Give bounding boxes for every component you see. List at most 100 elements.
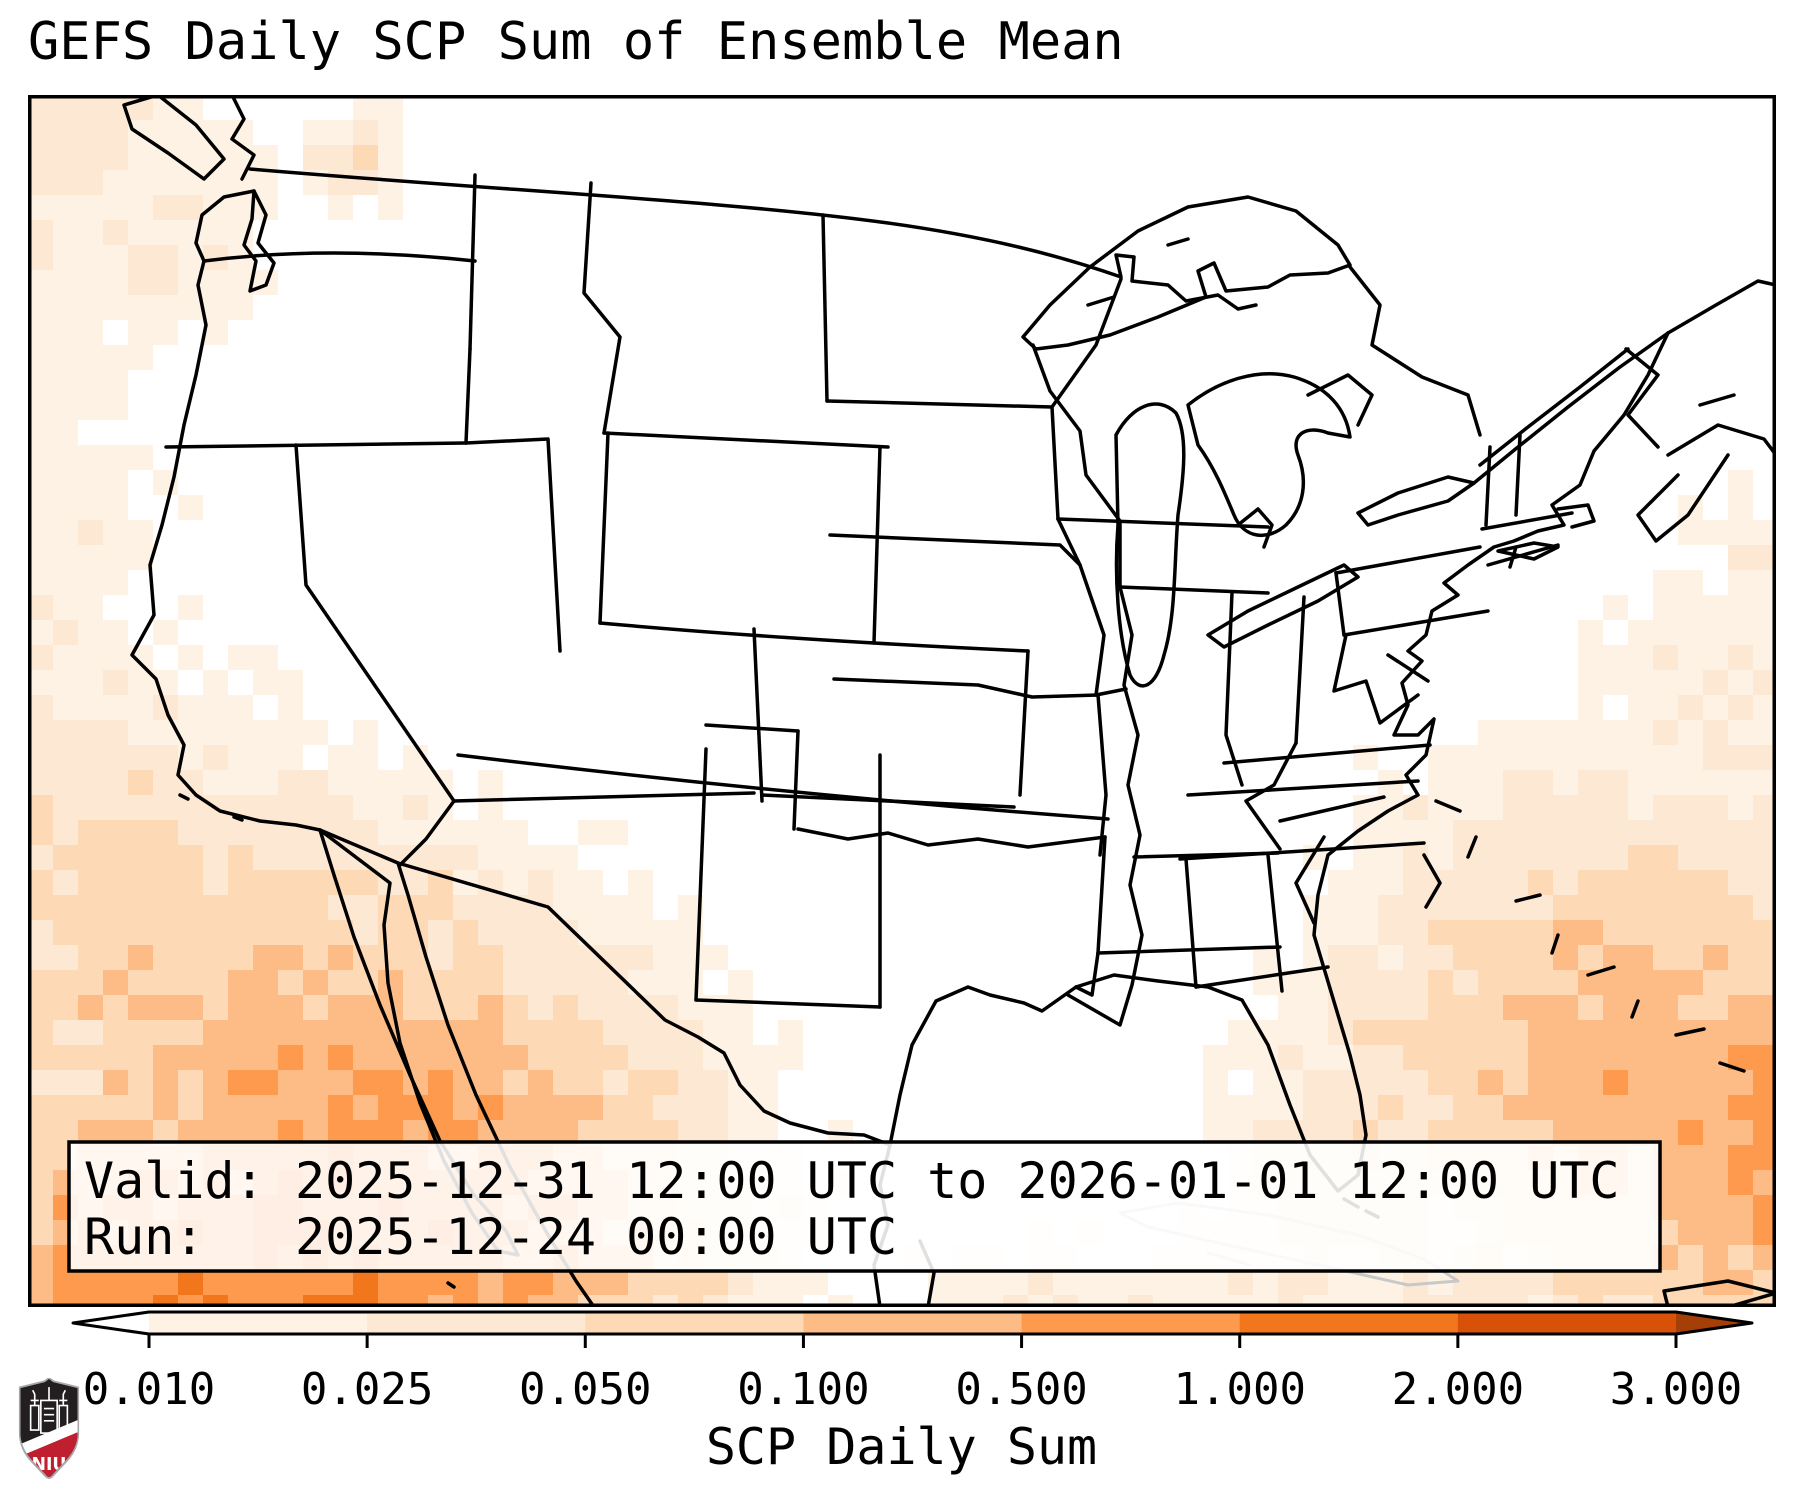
scp-cell [1753,795,1776,820]
scp-cell [1628,1070,1653,1095]
scp-cell [1428,970,1453,995]
scp-cell [78,695,103,720]
scp-cell [178,145,203,170]
scp-cell [128,820,153,845]
scp-cell [303,795,328,820]
scp-cell [253,1020,278,1045]
scp-cell [153,945,178,970]
scp-cell [153,170,178,195]
scp-cell [153,295,178,320]
scp-cell [253,995,278,1020]
scp-cell [1328,895,1353,920]
scp-cell [353,95,378,120]
scp-cell [1503,1095,1528,1120]
scp-cell [1378,995,1403,1020]
scp-cell [53,145,78,170]
scp-cell [1678,795,1703,820]
scp-cell [1428,1095,1453,1120]
scp-cell [553,970,578,995]
scp-cell [1678,520,1703,545]
scp-cell [1353,920,1378,945]
scp-cell [1678,1145,1703,1170]
scp-cell [128,745,153,770]
scp-cell [1678,770,1703,795]
scp-cell [53,445,78,470]
scp-cell [1478,845,1503,870]
scp-cell [103,995,128,1020]
scp-cell [53,870,78,895]
scp-cell [128,320,153,345]
scp-cell [1578,920,1603,945]
scp-cell [1503,920,1528,945]
scp-cell [78,970,103,995]
scp-cell [1753,1145,1776,1170]
scp-cell [103,1095,128,1120]
scp-cell [1653,820,1678,845]
scp-cell [628,1270,653,1295]
scp-cell [553,1045,578,1070]
scp-cell [1753,970,1776,995]
scp-cell [128,170,153,195]
scp-cell [53,595,78,620]
scp-cell [253,1270,278,1295]
scp-cell [303,1045,328,1070]
scp-cell [1478,1070,1503,1095]
scp-cell [353,1045,378,1070]
scp-cell [178,95,203,120]
scp-cell [1503,845,1528,870]
scp-cell [1503,1270,1528,1295]
scp-cell [53,295,78,320]
scp-cell [1728,1020,1753,1045]
scp-cell [1753,1070,1776,1095]
scp-cell [328,1020,353,1045]
scp-cell [278,920,303,945]
scp-cell [53,270,78,295]
scp-cell [1703,1220,1728,1245]
scp-cell [428,845,453,870]
scp-cell [28,470,53,495]
scp-cell [678,1270,703,1295]
scp-cell [53,820,78,845]
scp-cell [1303,1020,1328,1045]
scp-cell [228,920,253,945]
scp-cell [628,970,653,995]
scp-cell [1653,870,1678,895]
scp-cell [453,820,478,845]
scp-cell [128,270,153,295]
scp-cell [1453,895,1478,920]
scp-cell [103,520,128,545]
scp-cell [53,895,78,920]
scp-cell [103,1270,128,1295]
scp-cell [1553,1045,1578,1070]
scp-cell [978,1270,1003,1295]
scp-cell [278,1270,303,1295]
scp-cell [1453,920,1478,945]
scp-cell [1753,1095,1776,1120]
scp-cell [1703,645,1728,670]
scp-cell [1353,1095,1378,1120]
scp-cell [78,145,103,170]
scp-cell [78,820,103,845]
scp-cell [1528,1095,1553,1120]
scp-cell [103,795,128,820]
scp-cell [428,945,453,970]
scp-cell [1728,620,1753,645]
scp-cell [28,95,53,120]
scp-cell [1378,895,1403,920]
scp-cell [1728,695,1753,720]
scp-cell [1553,1270,1578,1295]
scp-cell [53,645,78,670]
scp-cell [278,1020,303,1045]
scp-cell [1653,720,1678,745]
scp-cell [228,645,253,670]
scp-cell [203,845,228,870]
scp-cell [1728,670,1753,695]
scp-cell [1728,895,1753,920]
scp-cell [1503,820,1528,845]
scp-cell [428,1095,453,1120]
scp-cell [1753,595,1776,620]
scp-cell [1503,970,1528,995]
scp-cell [78,870,103,895]
scp-cell [278,720,303,745]
scp-cell [1753,1045,1776,1070]
